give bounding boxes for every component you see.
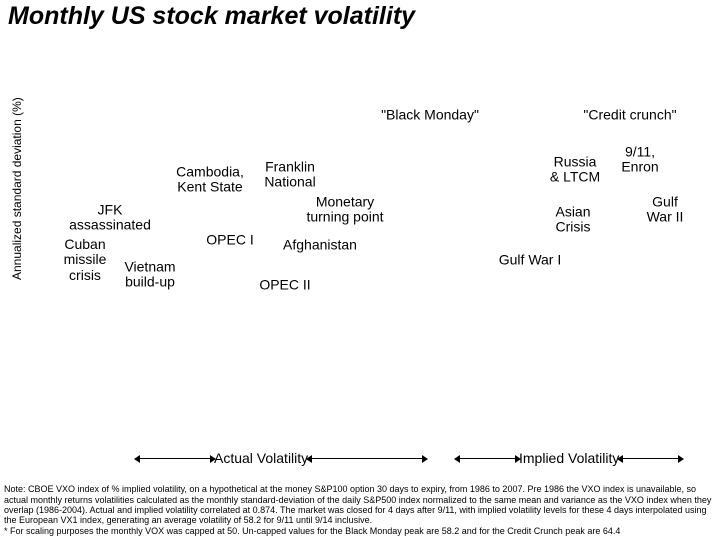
annotation-label: Cubanmissilecrisis — [64, 237, 107, 283]
legend-implied: Implied Volatility — [460, 450, 678, 466]
annotation-label: FranklinNational — [264, 160, 315, 191]
arrow-right-icon — [312, 458, 422, 459]
legend-implied-label: Implied Volatility — [519, 450, 619, 466]
annotation-label: Cambodia,Kent State — [176, 165, 244, 196]
annotation-label: Gulf War I — [499, 252, 562, 267]
legend-actual: Actual Volatility — [140, 450, 422, 466]
annotation-label: GulfWar II — [647, 195, 684, 226]
arrow-left-icon — [460, 458, 515, 459]
annotation-label: AsianCrisis — [555, 205, 590, 236]
annotation-label: "Credit crunch" — [583, 107, 676, 122]
annotation-label: JFKassassinated — [69, 203, 151, 234]
annotation-label: Monetaryturning point — [306, 195, 383, 226]
annotation-label: Vietnambuild-up — [124, 260, 175, 291]
arrow-left-icon — [140, 458, 210, 459]
y-axis-label: Annualized standard deviation (%) — [10, 97, 24, 280]
annotation-label: Russia& LTCM — [550, 155, 600, 186]
legend-actual-label: Actual Volatility — [214, 450, 308, 466]
annotation-label: 9/11,Enron — [621, 145, 658, 176]
annotation-label: OPEC II — [259, 277, 310, 292]
page-title: Monthly US stock market volatility — [8, 2, 415, 31]
footnote: Note: CBOE VXO index of % implied volati… — [4, 484, 716, 536]
annotation-label: OPEC I — [206, 232, 253, 247]
annotation-label: Afghanistan — [283, 237, 357, 252]
chart-area: "Black Monday" "Credit crunch" Russia& LTC… — [30, 60, 710, 440]
annotation-label: "Black Monday" — [381, 107, 479, 122]
arrow-right-icon — [623, 458, 678, 459]
